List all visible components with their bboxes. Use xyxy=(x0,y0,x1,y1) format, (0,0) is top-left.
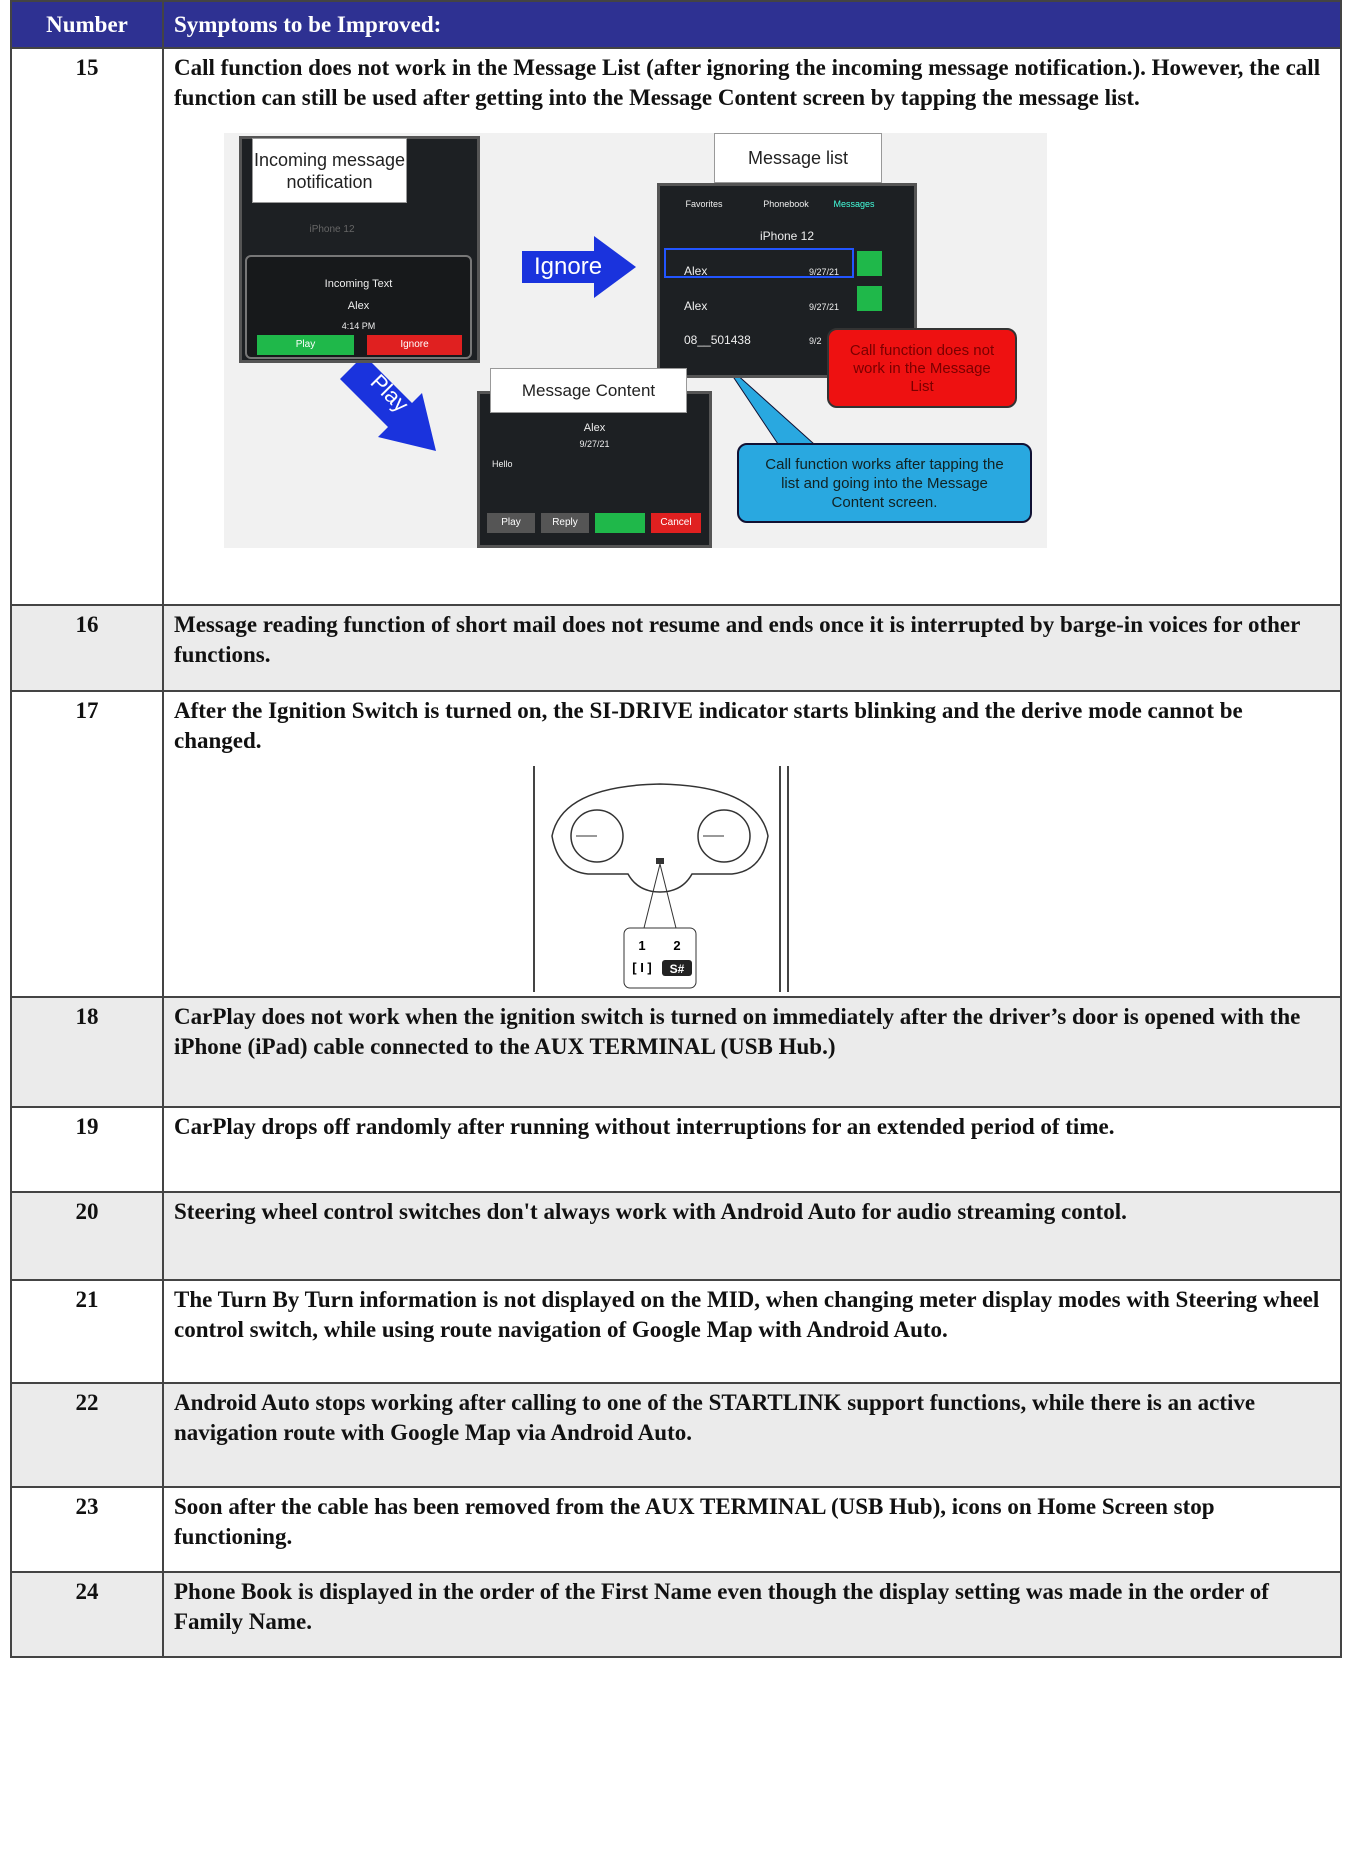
label: S# xyxy=(670,962,685,976)
dialog-sender: Alex xyxy=(347,300,370,312)
arrow-label: Ignore xyxy=(534,253,603,280)
call-button xyxy=(857,286,882,311)
row: 18 CarPlay does not work when the igniti… xyxy=(10,996,1342,1108)
row: 23 Soon after the cable has been removed… xyxy=(10,1486,1342,1573)
arrow xyxy=(522,236,636,298)
symptom-cell: The Turn By Turn information is not disp… xyxy=(162,1279,1342,1384)
indicator xyxy=(656,858,664,864)
call-button xyxy=(857,251,882,276)
list-name: 08__501438 xyxy=(684,333,751,347)
call-button xyxy=(595,513,645,533)
header-cell: Symptoms to be Improved: xyxy=(162,0,1342,49)
list-date: 9/27/21 xyxy=(809,302,840,312)
row: 15 Call function does not work in the Me… xyxy=(10,47,1342,606)
number-cell: 19 xyxy=(10,1106,164,1193)
symptom-cell: Phone Book is displayed in the order of … xyxy=(162,1571,1342,1658)
content-body: Hello xyxy=(492,459,513,469)
dialog-time: 4:14 PM xyxy=(341,321,376,331)
number-cell: 22 xyxy=(10,1382,164,1488)
list-name: Alex xyxy=(684,264,708,278)
blue-callout: Call function works after tapping the li… xyxy=(737,443,1032,523)
faded-text: iPhone 12 xyxy=(309,224,355,235)
button: Play xyxy=(487,513,535,533)
symptom-cell: Soon after the cable has been removed fr… xyxy=(162,1486,1342,1573)
callout: Incoming message notification xyxy=(252,138,407,203)
symptom-cell: After the Ignition Switch is turned on, … xyxy=(162,690,1342,998)
list-name: Alex xyxy=(684,299,708,313)
symptoms-table: Number Symptoms to be Improved: 15 Call … xyxy=(10,0,1342,1658)
tab: Messages xyxy=(833,199,875,209)
gauge xyxy=(570,809,624,863)
highlight xyxy=(664,248,854,278)
number-cell: 23 xyxy=(10,1486,164,1573)
button: Play xyxy=(257,335,354,355)
label-box xyxy=(623,927,697,989)
header-row: Number Symptoms to be Improved: xyxy=(10,0,1342,49)
row: 16 Message reading function of short mai… xyxy=(10,604,1342,692)
row: 24 Phone Book is displayed in the order … xyxy=(10,1571,1342,1658)
callout: Message Content xyxy=(490,368,687,413)
symptom-text: Call function does not work in the Messa… xyxy=(174,55,1321,110)
row: 21 The Turn By Turn information is not d… xyxy=(10,1279,1342,1384)
arrow xyxy=(340,355,436,451)
gauge xyxy=(697,809,751,863)
list-date: 9/2 xyxy=(809,336,822,346)
label: 1 xyxy=(638,938,645,953)
label-badge xyxy=(662,960,692,976)
row: 17 After the Ignition Switch is turned o… xyxy=(10,690,1342,998)
callout: Message list xyxy=(714,133,882,183)
symptom-cell: Android Auto stops working after calling… xyxy=(162,1382,1342,1488)
button: Reply xyxy=(541,513,589,533)
meter-outline xyxy=(551,783,769,893)
number-cell: 21 xyxy=(10,1279,164,1384)
header-cell: Number xyxy=(10,0,164,49)
symptom-cell: Call function does not work in the Messa… xyxy=(162,47,1342,606)
content-date: 9/27/21 xyxy=(579,439,610,449)
red-callout: Call function does not work in the Messa… xyxy=(827,328,1017,408)
leader xyxy=(643,863,661,929)
button: Cancel xyxy=(651,513,701,533)
list-date: 9/27/21 xyxy=(809,267,840,277)
symptom-text: After the Ignition Switch is turned on, … xyxy=(174,698,1243,753)
number-cell: 20 xyxy=(10,1191,164,1281)
label: 2 xyxy=(673,938,680,953)
number-cell: 15 xyxy=(10,47,164,606)
symptom-cell: CarPlay does not work when the ignition … xyxy=(162,996,1342,1108)
leader xyxy=(659,863,677,929)
row: 19 CarPlay drops off randomly after runn… xyxy=(10,1106,1342,1193)
number-cell: 17 xyxy=(10,690,164,998)
figure: Incoming message notification iPhone 12 … xyxy=(224,133,1047,548)
symptom-cell: Steering wheel control switches don't al… xyxy=(162,1191,1342,1281)
symptom-cell: Message reading function of short mail d… xyxy=(162,604,1342,692)
row: 22 Android Auto stops working after call… xyxy=(10,1382,1342,1488)
row: 20 Steering wheel control switches don't… xyxy=(10,1191,1342,1281)
tab: Favorites xyxy=(685,199,723,209)
label: [ I ] xyxy=(632,960,652,975)
symptom-cell: CarPlay drops off randomly after running… xyxy=(162,1106,1342,1193)
content-sender: Alex xyxy=(583,422,606,434)
tab: Phonebook xyxy=(763,199,809,209)
dialog-heading: Incoming Text xyxy=(324,278,393,290)
phone-name: iPhone 12 xyxy=(759,229,815,243)
figure: 1 2 [ I ] S# xyxy=(533,766,789,992)
number-cell: 18 xyxy=(10,996,164,1108)
number-cell: 16 xyxy=(10,604,164,692)
number-cell: 24 xyxy=(10,1571,164,1658)
button: Ignore xyxy=(367,335,462,355)
